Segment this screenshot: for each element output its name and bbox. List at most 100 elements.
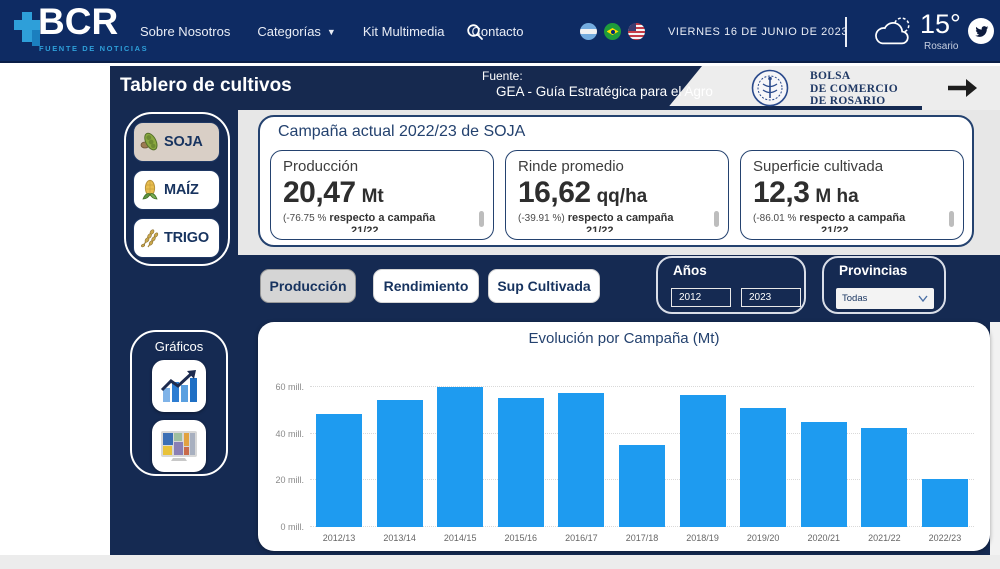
kpi-value: 16,62	[518, 176, 591, 209]
chevron-down-icon	[918, 295, 928, 302]
chart-bar-2014-15[interactable]	[437, 387, 484, 527]
chart-y-tick-label: 20 mill.	[275, 475, 304, 486]
card-scrollbar[interactable]	[479, 211, 484, 227]
chart-x-tick-label: 2018/19	[686, 533, 719, 543]
graphs-panel: Gráficos	[130, 330, 228, 476]
treemap-icon	[161, 431, 197, 461]
chart-gridline	[310, 432, 974, 434]
chart-bar-2018-19[interactable]	[679, 395, 726, 527]
cloudy-weather-icon	[872, 13, 914, 54]
usa-flag-icon[interactable]	[628, 23, 645, 40]
chevron-down-icon: ▼	[326, 26, 336, 37]
chart-bar-2016-17[interactable]	[558, 392, 605, 527]
current-campaign-panel: Campaña actual 2022/23 de SOJA Producció…	[258, 115, 974, 247]
chart-x-tick-label: 2015/16	[504, 533, 538, 543]
provinces-dropdown[interactable]: Todas	[836, 288, 934, 309]
crop-button-trigo[interactable]: TRIGO	[133, 218, 220, 258]
weather-city: Rosario	[924, 41, 959, 52]
chart-bar-slot: 2013/14	[376, 382, 423, 543]
campaign-title: Campaña actual 2022/23 de SOJA	[278, 123, 526, 140]
chart-x-tick-label: 2022/23	[928, 533, 962, 543]
nav-link-categorias[interactable]: Categorías ▼	[257, 24, 336, 39]
tab-rendimiento[interactable]: Rendimiento	[373, 269, 479, 303]
bar-chart-view-button[interactable]	[152, 360, 206, 412]
chart-bar-2019-20[interactable]	[740, 408, 787, 527]
bcr-seal-icon	[751, 69, 789, 112]
logo-text: BCR	[38, 1, 119, 42]
card-scrollbar[interactable]	[949, 211, 954, 227]
tab-produccion[interactable]: Producción	[260, 269, 356, 303]
chart-y-tick-label: 0 mill.	[280, 522, 304, 532]
nav-link-contacto[interactable]: Contacto	[471, 24, 524, 39]
year-from-input[interactable]: 2012	[671, 288, 731, 307]
chart-x-tick-label: 2014/15	[443, 533, 477, 543]
chart-bar-2021-22[interactable]	[861, 427, 908, 527]
chart-gridline	[310, 386, 974, 388]
search-icon[interactable]	[466, 23, 484, 46]
chart-bar-2022-23[interactable]	[921, 479, 968, 527]
kpi-value: 12,3	[753, 176, 810, 209]
provinces-value: Todas	[842, 293, 868, 304]
chart-plot: 0 mill. 20 mill. 40 mill. 60 mill. 2012/13 20…	[275, 382, 974, 543]
card-scrollbar[interactable]	[714, 211, 719, 227]
corn-icon	[142, 179, 158, 200]
nav-link-kit-multimedia[interactable]: Kit Multimedia	[362, 24, 445, 39]
chart-bar-slot: 2020/21	[800, 382, 847, 543]
evolution-chart: Evolución por Campaña (Mt) 0 mill. 20 mil…	[258, 322, 990, 551]
temperature: 15°	[920, 9, 961, 39]
bcr-logo-icon	[14, 12, 44, 46]
provinces-label: Provincias	[839, 263, 908, 278]
source-block: Fuente: GEA - Guía Estratégica para el A…	[482, 69, 713, 99]
chart-bar-slot: 2014/15	[437, 382, 484, 543]
chart-bar-2013-14[interactable]	[376, 399, 423, 527]
org-name: BOLSA DE COMERCIO DE ROSARIO	[810, 70, 898, 107]
chart-bar-slot: 2012/13	[316, 382, 362, 543]
kpi-unit: Mt	[361, 186, 384, 207]
top-navbar: BCR FUENTE DE NOTICIAS Sobre Nosotros Ca…	[0, 0, 1000, 63]
nav-link-sobre-nosotros[interactable]: Sobre Nosotros	[140, 24, 231, 39]
chart-title: Evolución por Campaña (Mt)	[528, 330, 720, 347]
chart-bar-slot: 2021/22	[861, 382, 908, 543]
year-to-input[interactable]: 2023	[741, 288, 801, 307]
chart-bar-2012-13[interactable]	[316, 413, 362, 527]
chart-bar-2015-16[interactable]	[497, 397, 544, 527]
next-arrow-icon[interactable]	[946, 76, 978, 105]
chart-bars: 2012/13 2013/14 2014/15 2015/16 2016/17 2017/…	[316, 382, 968, 543]
chart-bar-2020-21[interactable]	[800, 422, 847, 527]
chart-bar-slot: 2017/18	[618, 382, 665, 543]
source-label: Fuente:	[482, 69, 523, 83]
crop-button-maiz[interactable]: MAÍZ	[133, 170, 220, 210]
argentina-flag-icon[interactable]	[580, 23, 597, 40]
kpi-value: 20,47	[283, 176, 356, 209]
kpi-unit: qq/ha	[596, 186, 648, 207]
years-filter-panel: Años 2012 2023	[656, 256, 806, 314]
kpi-card-rinde[interactable]: Rinde promedio 16,62 qq/ha (-39.91 %) res…	[505, 150, 729, 240]
wheat-icon	[141, 229, 159, 248]
chart-bar-slot: 2015/16	[497, 382, 544, 543]
current-date: VIERNES 16 DE JUNIO DE 2023	[668, 26, 849, 38]
chart-x-tick-label: 2021/22	[868, 533, 901, 543]
chart-right-margin	[990, 322, 1000, 555]
chart-bar-slot: 2022/23	[921, 382, 968, 543]
chart-bar-2017-18[interactable]	[618, 445, 665, 527]
chart-bar-slot: 2018/19	[679, 382, 726, 543]
kpi-unit: M ha	[815, 186, 859, 207]
page-bottom-strip	[0, 555, 1000, 569]
source-value: GEA - Guía Estratégica para el Agro	[496, 84, 713, 99]
chart-y-tick-label: 40 mill.	[275, 428, 304, 439]
treemap-view-button[interactable]	[152, 420, 206, 472]
kpi-card-superficie[interactable]: Superficie cultivada 12,3 M ha (-86.01 % …	[740, 150, 964, 240]
crop-selector-panel: SOJA MAÍZ	[124, 112, 230, 266]
tab-sup-cultivada[interactable]: Sup Cultivada	[488, 269, 600, 303]
brazil-flag-icon[interactable]	[604, 23, 621, 40]
chart-x-tick-label: 2013/14	[383, 533, 416, 543]
kpi-card-produccion[interactable]: Producción 20,47 Mt (-76.75 % respecto a …	[270, 150, 494, 240]
header-navy-band	[110, 66, 702, 110]
nav-links: Sobre Nosotros Categorías ▼ Kit Multimed…	[140, 0, 524, 63]
dashboard-header: Tablero de cultivos Fuente: GEA - Guía E…	[110, 66, 1000, 110]
graphs-label: Gráficos	[154, 339, 204, 354]
crop-button-soja[interactable]: SOJA	[133, 122, 220, 162]
language-flags	[580, 23, 645, 40]
twitter-icon[interactable]	[968, 18, 994, 44]
chart-x-tick-label: 2012/13	[322, 533, 356, 543]
